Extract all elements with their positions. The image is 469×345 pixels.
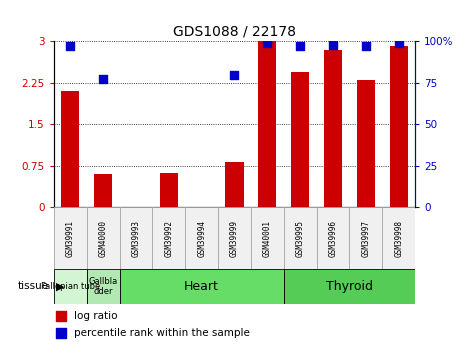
Text: GSM39991: GSM39991 (66, 219, 75, 257)
Bar (152, 207, 185, 269)
Bar (54, 269, 87, 304)
Text: Fallopian tube: Fallopian tube (41, 282, 100, 291)
Point (296, 243, 304, 249)
Bar (284, 207, 317, 269)
Text: tissue: tissue (18, 282, 49, 291)
Bar (390, 46, 408, 207)
Point (395, 40, 402, 46)
Text: GSM40000: GSM40000 (98, 219, 108, 257)
Point (99, 77, 107, 82)
Bar (291, 72, 309, 207)
Bar (185, 207, 218, 269)
Bar (120, 207, 152, 269)
Text: GSM39996: GSM39996 (328, 219, 338, 257)
Text: GSM39995: GSM39995 (295, 219, 305, 257)
Bar (226, 162, 243, 207)
Point (362, 43, 370, 49)
Bar (87, 207, 120, 269)
Bar (357, 80, 375, 207)
Bar (218, 207, 251, 269)
Bar (120, 269, 284, 304)
Bar (324, 50, 342, 207)
Text: ▶: ▶ (56, 282, 65, 291)
Text: GSM39997: GSM39997 (361, 219, 371, 257)
Text: GSM39992: GSM39992 (164, 219, 174, 257)
Point (296, 86, 304, 92)
Point (67, 43, 74, 49)
Bar (349, 207, 382, 269)
Text: GSM39998: GSM39998 (394, 219, 403, 257)
Bar (54, 207, 87, 269)
Bar (160, 173, 178, 207)
Bar (94, 174, 112, 207)
Bar (382, 207, 415, 269)
Bar (284, 269, 415, 304)
Text: Thyroid: Thyroid (326, 280, 373, 293)
Point (231, 72, 238, 77)
Title: GDS1088 / 22178: GDS1088 / 22178 (173, 25, 296, 39)
Text: Heart: Heart (184, 280, 219, 293)
Point (296, 43, 304, 49)
Text: GSM39999: GSM39999 (230, 219, 239, 257)
Text: percentile rank within the sample: percentile rank within the sample (74, 328, 250, 338)
Bar (61, 91, 79, 207)
Point (264, 40, 271, 46)
Text: Gallbla
dder: Gallbla dder (89, 277, 118, 296)
Bar (87, 269, 120, 304)
Bar (258, 41, 276, 207)
Text: GSM40001: GSM40001 (263, 219, 272, 257)
Bar (317, 207, 349, 269)
Bar (251, 207, 284, 269)
Text: GSM39993: GSM39993 (131, 219, 141, 257)
Text: log ratio: log ratio (74, 311, 117, 321)
Text: GSM39994: GSM39994 (197, 219, 206, 257)
Point (329, 42, 337, 48)
